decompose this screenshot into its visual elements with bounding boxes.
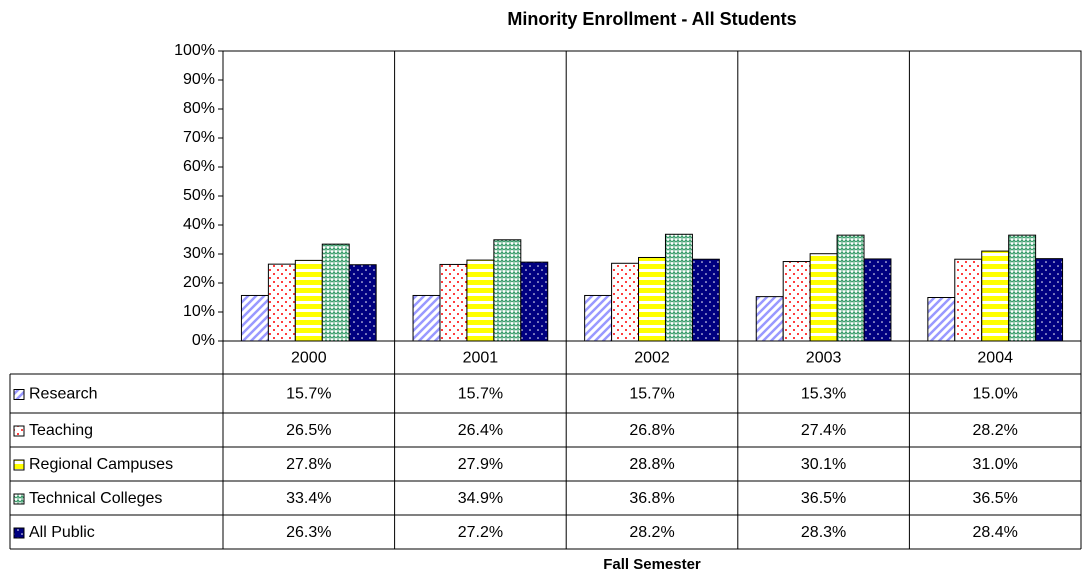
bar <box>981 250 1010 342</box>
table-cell: 15.7% <box>286 386 331 403</box>
legend-label: Technical Colleges <box>29 490 162 507</box>
table-cell: 26.5% <box>286 422 331 439</box>
y-tick-label: 90% <box>183 71 215 88</box>
bar <box>691 258 720 342</box>
legend-swatch <box>13 493 25 505</box>
bar <box>1008 234 1037 342</box>
bar <box>240 294 269 342</box>
table-cell: 28.8% <box>629 456 674 473</box>
table-cell: 28.3% <box>801 524 846 541</box>
bar <box>927 297 956 342</box>
table-cell: 26.3% <box>286 524 331 541</box>
y-tick-label: 100% <box>174 42 215 59</box>
y-tick-label: 40% <box>183 216 215 233</box>
x-tick-label: 2001 <box>463 350 499 367</box>
bar <box>755 296 784 342</box>
table-cell: 36.8% <box>629 490 674 507</box>
bar <box>348 264 377 342</box>
bar <box>611 262 640 342</box>
bar <box>1035 258 1064 342</box>
table-cell: 27.8% <box>286 456 331 473</box>
x-tick-label: 2003 <box>806 350 842 367</box>
bar <box>520 261 549 342</box>
legend-label: Teaching <box>29 422 93 439</box>
legend-label: Regional Campuses <box>29 456 173 473</box>
table-cell: 15.7% <box>629 386 674 403</box>
x-axis-label: Fall Semester <box>603 556 701 573</box>
legend-label: All Public <box>29 524 95 541</box>
table-cell: 27.2% <box>458 524 503 541</box>
table-cell: 34.9% <box>458 490 503 507</box>
y-tick-label: 70% <box>183 129 215 146</box>
y-tick-label: 0% <box>192 332 215 349</box>
table-cell: 30.1% <box>801 456 846 473</box>
legend-swatch <box>13 459 25 471</box>
bar <box>836 234 865 342</box>
legend-label: Research <box>29 386 97 403</box>
bar <box>439 263 468 342</box>
legend-swatch <box>13 425 25 437</box>
y-tick-label: 30% <box>183 245 215 262</box>
bar <box>809 253 838 342</box>
chart-title: Minority Enrollment - All Students <box>507 9 796 29</box>
table-cell: 27.9% <box>458 456 503 473</box>
y-tick-label: 60% <box>183 158 215 175</box>
legend-swatch <box>13 389 25 400</box>
table-cell: 31.0% <box>973 456 1018 473</box>
bar <box>466 259 495 342</box>
y-tick-label: 10% <box>183 303 215 320</box>
y-tick-label: 20% <box>183 274 215 291</box>
table-cell: 26.8% <box>629 422 674 439</box>
bar <box>782 261 811 342</box>
table-cell: 15.0% <box>973 386 1018 403</box>
table-cell: 15.7% <box>458 386 503 403</box>
table-cell: 26.4% <box>458 422 503 439</box>
bar <box>584 294 613 342</box>
table-cell: 28.4% <box>973 524 1018 541</box>
table-cell: 33.4% <box>286 490 331 507</box>
bar <box>863 258 892 342</box>
table-cell: 28.2% <box>629 524 674 541</box>
bar <box>954 258 983 342</box>
bar <box>294 259 323 342</box>
bar <box>267 263 296 342</box>
y-tick-label: 50% <box>183 187 215 204</box>
bar <box>493 239 522 342</box>
bar <box>321 243 350 342</box>
table-cell: 36.5% <box>973 490 1018 507</box>
bar <box>664 233 693 342</box>
table-cell: 28.2% <box>973 422 1018 439</box>
x-tick-label: 2002 <box>634 350 670 367</box>
bar <box>638 256 666 342</box>
table-cell: 36.5% <box>801 490 846 507</box>
bar <box>412 294 441 342</box>
table-cell: 27.4% <box>801 422 846 439</box>
x-tick-label: 2000 <box>291 350 327 367</box>
table-cell: 15.3% <box>801 386 846 403</box>
x-tick-label: 2004 <box>977 350 1013 367</box>
legend-swatch <box>13 527 25 539</box>
y-tick-label: 80% <box>183 100 215 117</box>
